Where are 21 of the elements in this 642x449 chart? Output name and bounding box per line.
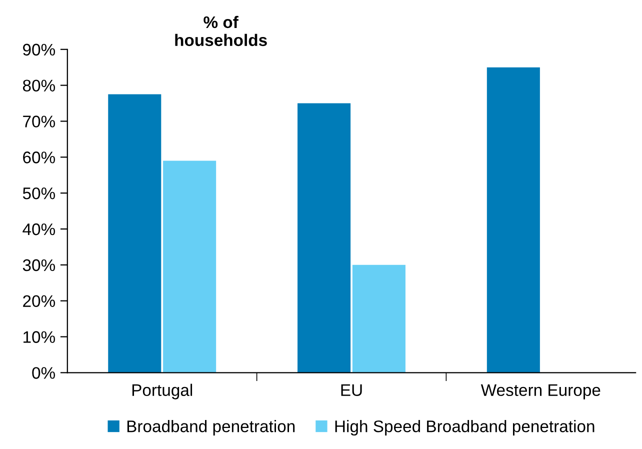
y-tick-label: 10% [24, 331, 56, 343]
y-tick-label: 20% [23, 295, 56, 308]
y-tick-label: 80% [22, 80, 56, 92]
y-tick-label: 40% [22, 223, 56, 236]
bar [298, 103, 351, 373]
bar [108, 94, 162, 373]
y-tick-label: 0% [32, 367, 56, 379]
y-tick-label: 60% [23, 152, 56, 164]
bar [352, 264, 406, 373]
bar [163, 160, 216, 373]
x-tick-label: Portugal [132, 384, 192, 400]
chart-title: % of households [175, 16, 267, 46]
legend-label: Broadband penetration [127, 420, 295, 436]
y-tick-label: 70% [23, 116, 56, 128]
bar [486, 67, 540, 373]
y-tick-label: 90% [23, 44, 56, 56]
x-tick-label: Western Europe [480, 384, 600, 400]
legend-label: High Speed Broadband penetration [335, 420, 594, 436]
x-tick-label: EU [341, 384, 362, 396]
y-tick-label: 30% [22, 259, 56, 272]
y-tick-label: 50% [22, 187, 56, 200]
